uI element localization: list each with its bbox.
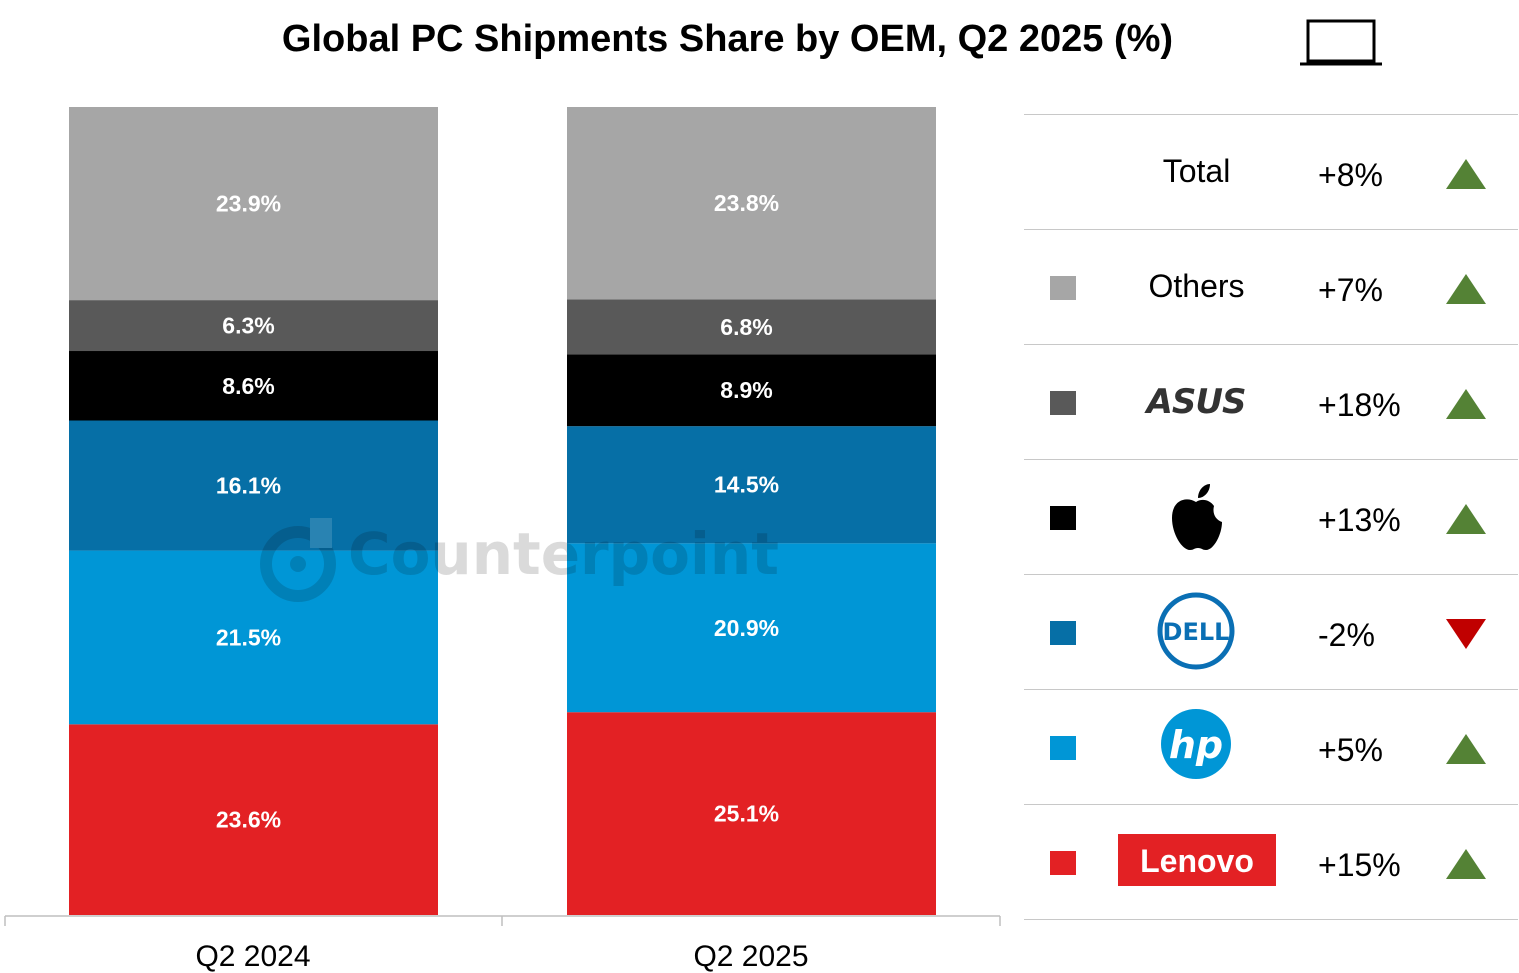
apple-logo <box>1172 484 1222 550</box>
counterpoint-watermark: Counterpoint <box>258 518 779 608</box>
dell-swatch <box>1050 621 1076 645</box>
bar-segment-others-0 <box>69 107 438 301</box>
asus-logo: ASUS <box>1144 382 1247 422</box>
dell-change: -2% <box>1318 617 1375 653</box>
bar-segment-apple-1 <box>567 354 936 427</box>
x-tick-label-0: Q2 2024 <box>195 940 310 973</box>
bar-segment-asus-1 <box>567 299 936 355</box>
bar-segment-dell-1 <box>567 426 936 544</box>
bar-segment-dell-0 <box>69 420 438 551</box>
data-label-others-1: 23.8% <box>714 190 779 216</box>
others-swatch <box>1050 276 1076 300</box>
legend-row-lenovo: Lenovo +15% <box>1024 804 1518 920</box>
data-label-others-0: 23.9% <box>216 191 281 217</box>
others-label: Others <box>1148 268 1245 304</box>
legend-row-dell: DELL -2% <box>1024 574 1518 689</box>
x-tick-label-1: Q2 2025 <box>693 940 808 973</box>
up-arrow-icon <box>1446 734 1486 764</box>
bar-segment-hp-0 <box>69 550 438 725</box>
counterpoint-logo-icon <box>260 518 336 602</box>
legend-row-total: Total +8% <box>1024 114 1518 229</box>
data-label-hp-1: 20.9% <box>714 615 779 641</box>
up-arrow-icon <box>1446 159 1486 189</box>
hp-change: +5% <box>1318 732 1383 768</box>
stacked-bar-chart: 23.6% 21.5% 16.1% 8.6% 6.3% 23.9% Q2 2024 25.1%… <box>4 107 1001 973</box>
legend-row-hp: hp +5% <box>1024 689 1518 804</box>
svg-text:DELL: DELL <box>1163 618 1230 646</box>
apple-change: +13% <box>1318 502 1401 538</box>
up-arrow-icon <box>1446 504 1486 534</box>
data-label-lenovo-1: 25.1% <box>714 801 779 827</box>
bar-segment-lenovo-1 <box>567 712 936 915</box>
data-label-lenovo-0: 23.6% <box>216 807 281 833</box>
bar-segment-hp-1 <box>567 543 936 713</box>
legend-table: Total +8% Others +7% ASUS +18% +13% DELL <box>1024 114 1518 920</box>
total-label: Total <box>1162 153 1231 189</box>
chart-title: Global PC Shipments Share by OEM, Q2 202… <box>281 18 1174 60</box>
up-arrow-icon <box>1446 389 1486 419</box>
up-arrow-icon <box>1446 274 1486 304</box>
svg-text:hp: hp <box>1169 723 1223 767</box>
apple-swatch <box>1050 506 1076 530</box>
data-label-asus-1: 6.8% <box>720 314 772 340</box>
laptop-icon <box>1300 19 1382 66</box>
asus-change: +18% <box>1318 387 1401 423</box>
data-label-apple-0: 8.6% <box>222 373 274 399</box>
bar-segment-lenovo-0 <box>69 724 438 915</box>
lenovo-change: +15% <box>1318 847 1401 883</box>
asus-swatch <box>1050 391 1076 415</box>
bar-segment-others-1 <box>567 107 936 300</box>
hp-logo: hp <box>1161 709 1231 779</box>
bar-segment-apple-0 <box>69 351 438 421</box>
dell-logo: DELL <box>1157 592 1235 670</box>
down-arrow-icon <box>1446 619 1486 649</box>
watermark-text: Counterpoint <box>348 520 779 588</box>
data-label-hp-0: 21.5% <box>216 624 281 650</box>
bar-segment-asus-0 <box>69 300 438 352</box>
others-change: +7% <box>1318 272 1383 308</box>
legend-row-apple: +13% <box>1024 459 1518 574</box>
legend-row-asus: ASUS +18% <box>1024 344 1518 459</box>
up-arrow-icon <box>1446 849 1486 879</box>
data-label-dell-0: 16.1% <box>216 473 281 499</box>
legend-row-others: Others +7% <box>1024 229 1518 344</box>
data-label-apple-1: 8.9% <box>720 377 772 403</box>
data-label-asus-0: 6.3% <box>222 313 274 339</box>
svg-text:ASUS: ASUS <box>1144 382 1246 422</box>
hp-swatch <box>1050 736 1076 760</box>
data-label-dell-1: 14.5% <box>714 472 779 498</box>
lenovo-logo: Lenovo <box>1118 834 1276 886</box>
lenovo-swatch <box>1050 851 1076 875</box>
svg-text:Lenovo: Lenovo <box>1140 843 1254 879</box>
total-change: +8% <box>1318 157 1383 193</box>
